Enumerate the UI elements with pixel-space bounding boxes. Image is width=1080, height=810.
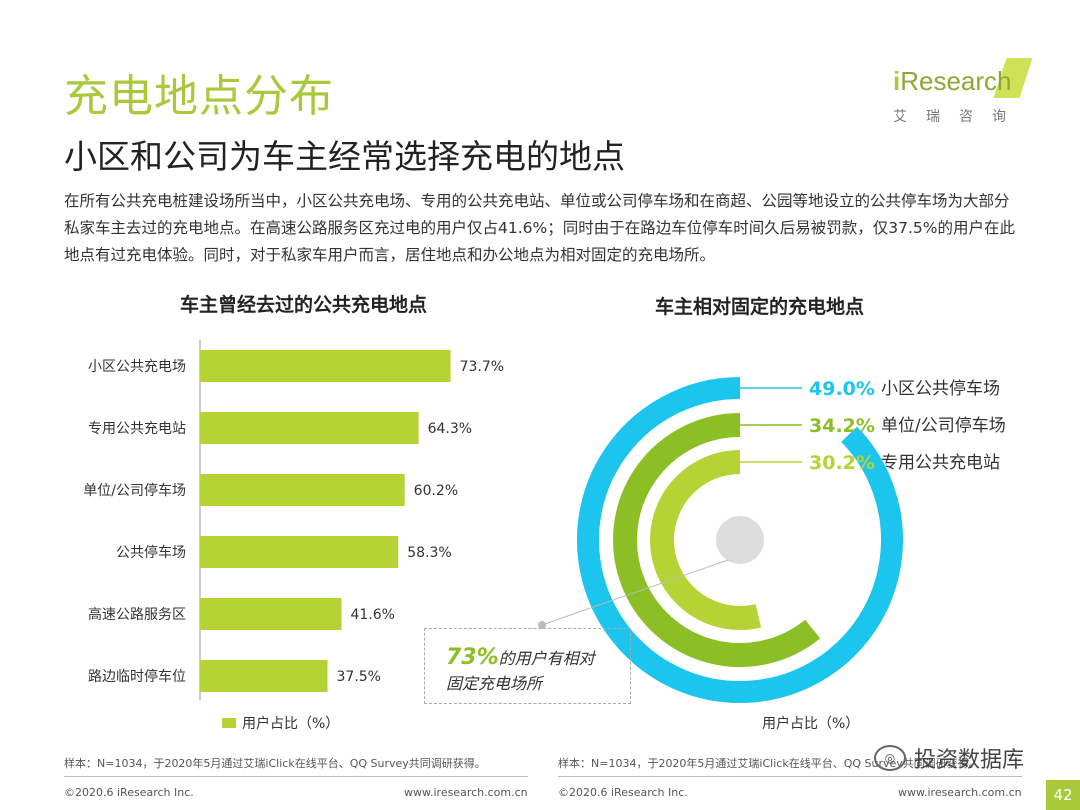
bar <box>200 350 451 382</box>
website-left: www.iresearch.com.cn <box>404 786 528 799</box>
annotation-pct: 73% <box>446 645 499 670</box>
bar-legend: 用户占比（%） <box>222 713 339 733</box>
page-title: 充电地点分布 <box>64 71 334 122</box>
bar-value-label: 73.7% <box>460 359 504 375</box>
annotation-text: 73%的用户有相对 固定充电场所 <box>446 645 595 696</box>
bar-value-label: 60.2% <box>414 483 458 499</box>
bar-value-label: 58.3% <box>407 545 451 561</box>
bar-value-label: 64.3% <box>428 421 472 437</box>
donut-center <box>716 516 764 564</box>
bar-legend-swatch <box>222 718 236 728</box>
logo-cn-text: 艾瑞咨询 <box>893 109 1025 125</box>
radial-chart: 49.0% 小区公共停车场 34.2% 单位/公司停车场 30.2% 专用公共充电站 <box>538 377 1006 703</box>
radial-category-label: 专用公共充电站 <box>881 453 1000 473</box>
bar-chart-title: 车主曾经去过的公共充电地点 <box>180 294 428 316</box>
logo-word: Research <box>900 66 1012 96</box>
bar-category-label: 小区公共充电场 <box>88 359 186 375</box>
page-number: 42 <box>1046 780 1080 810</box>
watermark-text: 投资数据库 <box>914 748 1025 773</box>
bar-category-label: 专用公共充电站 <box>88 421 186 437</box>
radial-legend: 用户占比（%） <box>762 716 860 732</box>
annotation-leader-dot <box>538 621 546 629</box>
bar-value-label: 41.6% <box>350 607 394 623</box>
bar <box>200 660 328 692</box>
annotation-line1: 的用户有相对 <box>498 649 595 668</box>
footer-divider-right <box>558 776 1022 777</box>
bar-category-label: 高速公路服务区 <box>88 606 186 623</box>
bar <box>200 598 342 630</box>
bar-category-label: 单位/公司停车场 <box>83 482 186 499</box>
annotation-leader-line <box>541 559 729 626</box>
annotation-box <box>424 628 631 704</box>
iresearch-logo: iResearch <box>893 66 1012 97</box>
bar-legend-label: 用户占比（%） <box>242 716 340 732</box>
bar <box>200 536 399 568</box>
wechat-icon: ◎ <box>874 745 906 771</box>
sample-note-left: 样本：N=1034，于2020年5月通过艾瑞iClick在线平台、QQ Surv… <box>64 757 486 770</box>
watermark: ◎ 投资数据库 <box>874 742 1024 774</box>
donut-chart-title: 车主相对固定的充电地点 <box>655 296 865 318</box>
radial-arc <box>650 450 762 630</box>
radial-value-label: 30.2% <box>809 452 875 474</box>
radial-arc <box>613 413 821 667</box>
intro-paragraph: 在所有公共充电桩建设场所当中，小区公共充电场、专用的公共充电站、单位或公司停车场… <box>64 192 1015 264</box>
footer-divider-left <box>64 776 528 777</box>
bar-category-label: 路边临时停车位 <box>88 668 186 685</box>
bar <box>200 474 405 506</box>
bar-value-label: 37.5% <box>337 669 381 685</box>
logo-i: i <box>893 66 901 96</box>
bar-chart: 小区公共充电场 73.7% 专用公共充电站 64.3% 单位/公司停车场 60.2% 公共停… <box>83 340 504 700</box>
copyright-right: ©2020.6 iResearch Inc. <box>558 786 688 799</box>
radial-arc <box>577 377 903 703</box>
bar <box>200 412 419 444</box>
website-right: www.iresearch.com.cn <box>898 786 1022 799</box>
copyright-left: ©2020.6 iResearch Inc. <box>64 786 194 799</box>
radial-value-label: 49.0% <box>809 378 875 400</box>
radial-value-label: 34.2% <box>809 415 875 437</box>
page-subtitle: 小区和公司为车主经常选择充电的地点 <box>64 137 625 176</box>
radial-category-label: 单位/公司停车场 <box>881 416 1006 436</box>
bar-category-label: 公共停车场 <box>116 544 186 561</box>
radial-category-label: 小区公共停车场 <box>881 379 1000 399</box>
annotation-line2: 固定充电场所 <box>446 674 543 693</box>
